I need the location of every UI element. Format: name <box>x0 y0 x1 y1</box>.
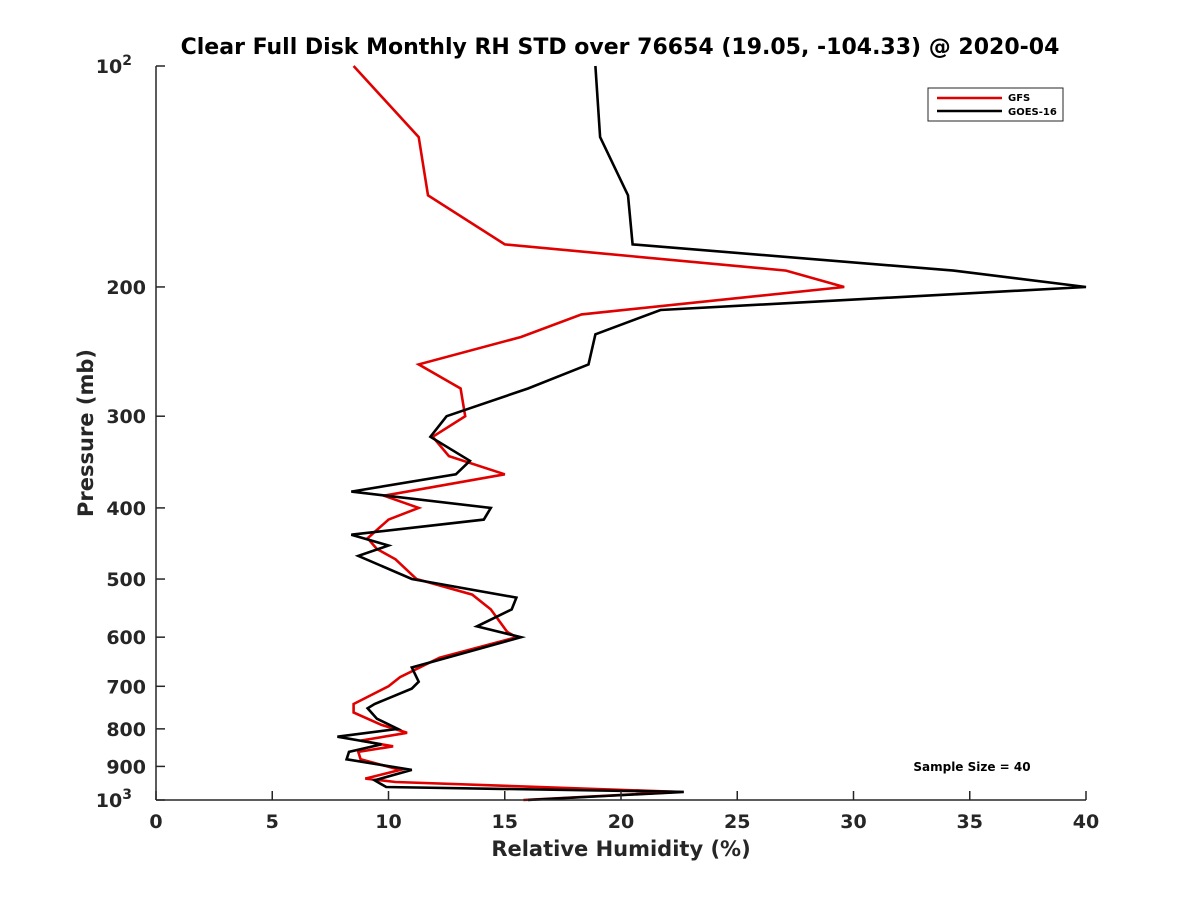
chart-title: Clear Full Disk Monthly RH STD over 7665… <box>181 35 1060 60</box>
series-layer <box>337 65 1087 802</box>
y-tick-label: 300 <box>106 406 146 428</box>
legend-box <box>927 87 1064 122</box>
plot-background <box>156 66 1086 800</box>
x-tick-label: 10 <box>375 811 401 833</box>
legend-label-gfs: GFS <box>1008 93 1030 104</box>
y-tick-label: 103 <box>96 787 132 812</box>
series-line-goes16 <box>337 65 1087 802</box>
x-tick-label: 35 <box>957 811 983 833</box>
plot-area <box>156 66 1086 800</box>
y-tick-label: 400 <box>106 498 146 520</box>
y-tick-label: 200 <box>106 277 146 299</box>
y-tick-label: 900 <box>106 756 146 778</box>
y-ticks: 102 200 300 400 500 600 700 800 900 103 <box>96 53 165 812</box>
sample-size-annotation: Sample Size = 40 <box>913 760 1030 774</box>
x-ticks: 0 5 10 15 20 25 30 35 40 <box>149 791 1099 833</box>
x-tick-label: 20 <box>608 811 634 833</box>
y-axis-label: Pressure (mb) <box>74 349 98 517</box>
x-axis-label: Relative Humidity (%) <box>491 837 750 861</box>
x-tick-label: 5 <box>266 811 279 833</box>
x-tick-label: 40 <box>1073 811 1099 833</box>
x-tick-label: 15 <box>492 811 518 833</box>
x-tick-label: 25 <box>724 811 750 833</box>
x-tick-label: 0 <box>149 811 162 833</box>
y-tick-label: 800 <box>106 719 146 741</box>
x-tick-label: 30 <box>840 811 866 833</box>
y-tick-label: 102 <box>96 53 132 78</box>
y-tick-label: 700 <box>106 676 146 698</box>
legend-label-goes16: GOES-16 <box>1008 107 1057 118</box>
y-tick-label: 600 <box>106 627 146 649</box>
legend: GFS GOES-16 <box>927 87 1064 122</box>
y-tick-label: 500 <box>106 569 146 591</box>
